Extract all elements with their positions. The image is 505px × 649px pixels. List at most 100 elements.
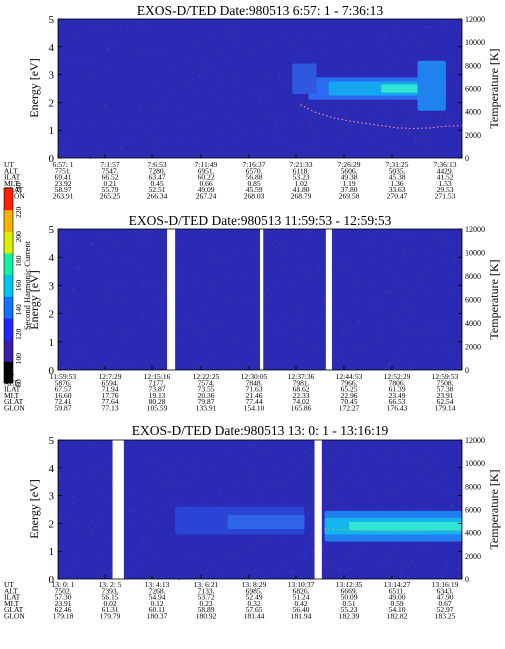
- noise-speck: [73, 289, 76, 291]
- noise-speck: [125, 258, 127, 260]
- noise-speck: [373, 237, 376, 240]
- noise-speck: [235, 86, 237, 88]
- y-tick-label: 2: [49, 309, 55, 321]
- noise-speck: [451, 504, 453, 506]
- y-axis-label: Energy [eV]: [27, 479, 41, 538]
- noise-speck: [405, 347, 407, 350]
- noise-speck: [401, 234, 403, 236]
- table-cell: 17.76: [102, 391, 119, 400]
- noise-speck: [209, 143, 211, 145]
- noise-speck: [207, 79, 209, 81]
- noise-speck: [97, 570, 99, 572]
- table-cell: 59.87: [55, 404, 72, 413]
- noise-speck: [420, 43, 422, 45]
- table-cell: 56.15: [102, 593, 119, 602]
- noise-speck: [190, 555, 192, 557]
- table-cell: 268.79: [291, 192, 312, 201]
- noise-speck: [228, 112, 230, 114]
- noise-speck: [63, 308, 66, 310]
- noise-speck: [425, 263, 427, 265]
- noise-speck: [65, 517, 68, 519]
- spectrogram-panel-1: EXOS-D/TED Date:980513 6:57: 1 - 7:36:13…: [4, 3, 501, 201]
- noise-speck: [234, 37, 236, 39]
- y-tick-label: 4: [49, 252, 55, 264]
- noise-speck: [312, 132, 314, 134]
- noise-speck: [443, 125, 445, 127]
- noise-speck: [222, 95, 224, 97]
- noise-speck: [335, 143, 338, 145]
- noise-speck: [231, 60, 233, 62]
- noise-speck: [218, 22, 220, 24]
- noise-speck: [264, 116, 266, 118]
- noise-speck: [182, 138, 184, 140]
- noise-speck: [65, 247, 67, 249]
- table-cell: 23.91: [437, 391, 454, 400]
- table-cell: 181.94: [291, 612, 312, 621]
- noise-speck: [219, 494, 221, 497]
- noise-speck: [325, 33, 327, 35]
- noise-speck: [85, 347, 87, 349]
- noise-speck: [100, 146, 102, 148]
- table-cell: 80.28: [149, 397, 166, 406]
- noise-speck: [382, 563, 384, 565]
- table-cell: 6118.: [293, 166, 310, 175]
- noise-speck: [171, 469, 173, 471]
- noise-speck: [417, 546, 419, 548]
- table-cell: 22.33: [293, 391, 310, 400]
- noise-speck: [445, 22, 447, 24]
- table-cell: 7:6:53: [147, 160, 166, 169]
- noise-speck: [244, 134, 247, 136]
- noise-speck: [401, 461, 403, 463]
- table-cell: 6511.: [389, 586, 406, 595]
- table-cell: 7806.: [389, 378, 406, 387]
- noise-speck: [102, 467, 104, 469]
- noise-speck: [208, 356, 210, 359]
- y-tick-label: 0: [49, 574, 55, 586]
- noise-speck: [101, 445, 104, 447]
- noise-speck: [415, 459, 417, 462]
- noise-speck: [407, 281, 409, 284]
- noise-speck: [236, 126, 238, 128]
- noise-speck: [368, 502, 371, 504]
- noise-speck: [278, 72, 280, 75]
- right-tick-label: 0: [465, 575, 469, 584]
- table-cell: 60.22: [198, 173, 215, 182]
- noise-speck: [63, 234, 66, 236]
- noise-speck: [290, 455, 292, 457]
- table-row-label: GLON: [4, 612, 25, 621]
- noise-speck: [230, 256, 232, 258]
- noise-speck: [261, 94, 263, 96]
- noise-speck: [382, 42, 384, 45]
- colorbar-tick-label: 80: [14, 379, 23, 387]
- noise-speck: [132, 135, 134, 137]
- noise-speck: [444, 242, 446, 245]
- noise-speck: [408, 459, 410, 462]
- noise-speck: [251, 469, 253, 471]
- noise-speck: [341, 350, 343, 353]
- noise-speck: [146, 550, 148, 552]
- noise-speck: [201, 343, 203, 345]
- noise-speck: [266, 89, 268, 91]
- noise-speck: [296, 51, 298, 53]
- noise-speck: [207, 504, 209, 506]
- noise-speck: [158, 120, 160, 122]
- table-cell: 61.31: [102, 605, 119, 614]
- noise-speck: [426, 464, 428, 466]
- noise-speck: [235, 551, 237, 554]
- noise-speck: [238, 483, 240, 486]
- y-tick-label: 5: [49, 224, 55, 236]
- noise-speck: [414, 232, 417, 235]
- noise-speck: [121, 336, 124, 338]
- colorbar-tick-label: 140: [14, 304, 23, 316]
- noise-speck: [116, 356, 118, 359]
- noise-speck: [161, 359, 163, 362]
- noise-speck: [291, 324, 293, 326]
- noise-speck: [265, 368, 267, 371]
- noise-speck: [89, 55, 91, 57]
- noise-speck: [138, 108, 140, 110]
- noise-speck: [362, 128, 364, 130]
- noise-speck: [246, 19, 248, 21]
- noise-speck: [409, 152, 411, 154]
- noise-speck: [159, 50, 161, 52]
